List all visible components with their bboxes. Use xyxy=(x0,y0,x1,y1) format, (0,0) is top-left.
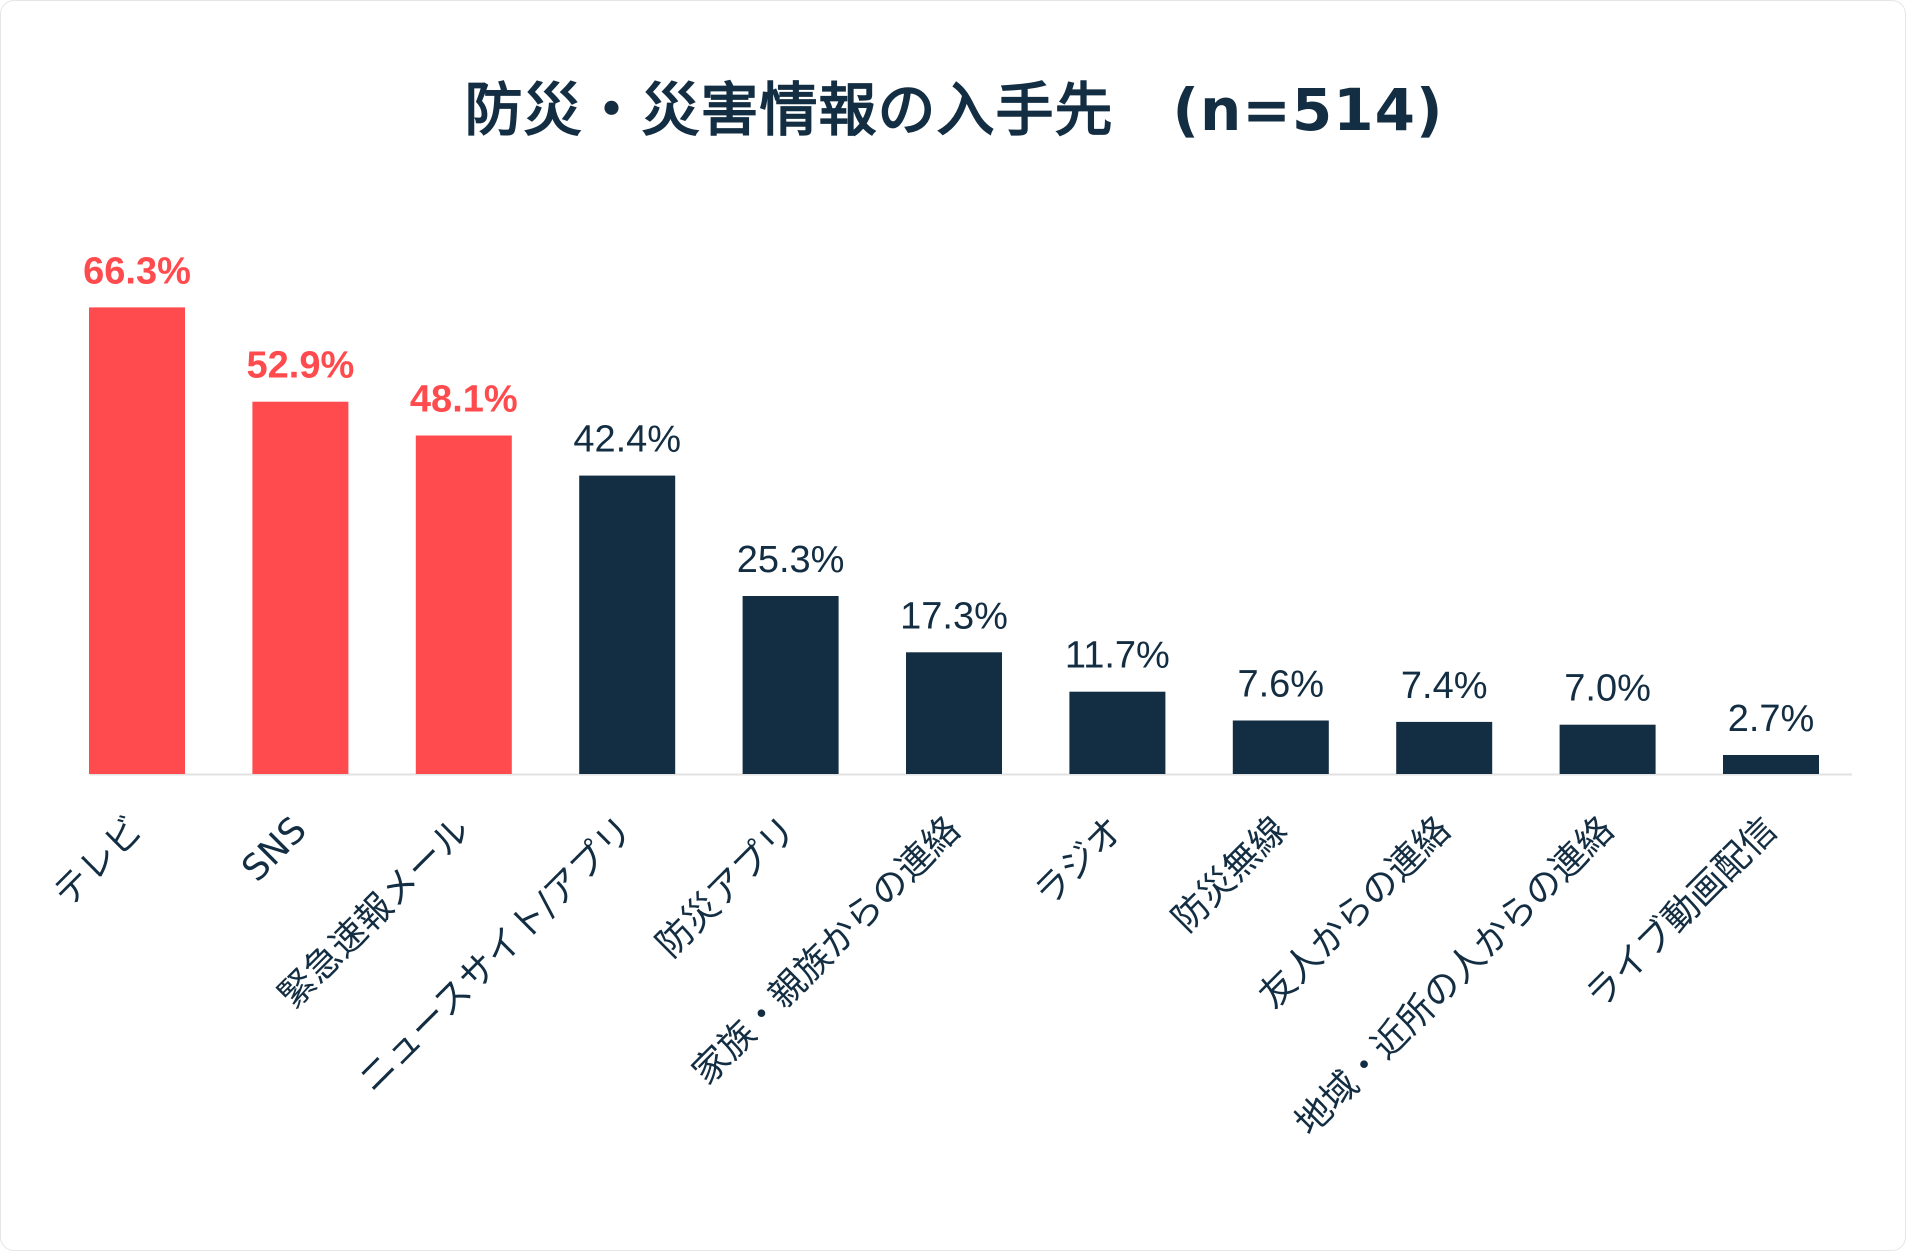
data-label: 42.4% xyxy=(573,419,681,461)
data-label: 52.9% xyxy=(247,345,355,387)
data-label: 7.4% xyxy=(1401,665,1488,707)
x-tick-label: ラジオ xyxy=(1027,809,1132,914)
bar xyxy=(1069,691,1166,774)
data-label: 11.7% xyxy=(1065,635,1170,677)
bar xyxy=(1723,755,1819,774)
data-label: 25.3% xyxy=(737,539,845,581)
data-label: 7.6% xyxy=(1237,664,1324,706)
data-label: 2.7% xyxy=(1728,698,1815,740)
data-label: 66.3% xyxy=(83,250,191,292)
data-label: 48.1% xyxy=(410,379,518,421)
x-tick-label: SNS xyxy=(234,809,314,889)
bar xyxy=(1396,721,1493,774)
x-tick-label: 防災無線 xyxy=(1164,809,1295,940)
bar xyxy=(579,475,676,774)
x-tick-label: テレビ xyxy=(46,809,151,914)
x-tick-label: 家族・親族からの連絡 xyxy=(685,809,969,1093)
bar xyxy=(1559,724,1656,774)
bar xyxy=(1232,720,1329,774)
bar xyxy=(742,596,839,774)
x-tick-label: 地域・近所の人からの連絡 xyxy=(1287,809,1621,1143)
data-label: 17.3% xyxy=(900,595,1008,637)
x-tick-label: 防災アプリ xyxy=(649,809,805,965)
bar xyxy=(89,307,185,774)
chart-title: 防災・災害情報の入手先 (n=514) xyxy=(464,76,1444,144)
data-label: 7.0% xyxy=(1564,668,1651,710)
bar xyxy=(906,652,1002,774)
x-tick-label: ニュースサイト/アプリ xyxy=(351,809,642,1100)
bar xyxy=(415,435,512,774)
bar xyxy=(252,401,349,774)
